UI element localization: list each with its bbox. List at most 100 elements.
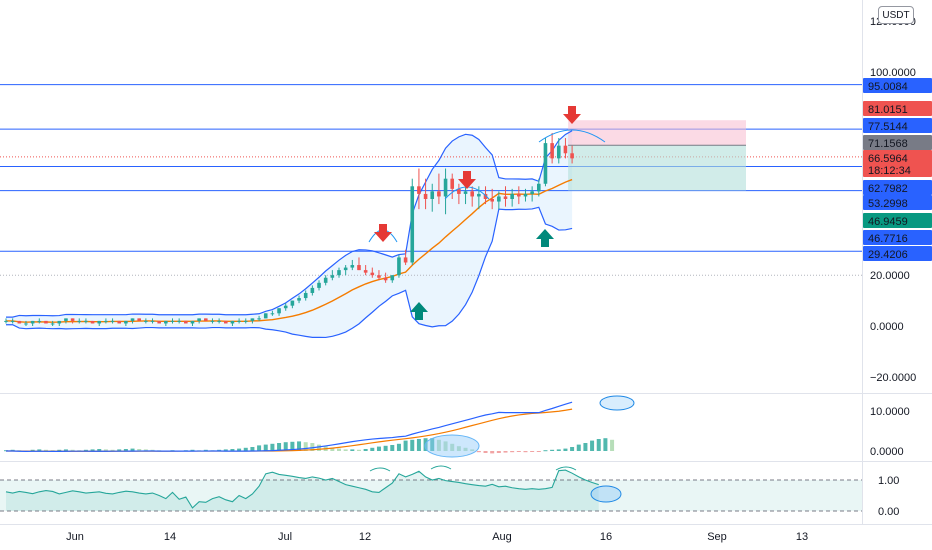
badge-bg [863, 195, 932, 210]
stop-loss-zone[interactable] [568, 120, 746, 146]
macd-histogram-bar [270, 443, 275, 451]
candle-body [323, 277, 328, 283]
candle-body [390, 275, 395, 281]
macd-histogram-bar [283, 442, 288, 451]
time-tick-label: Jul [278, 531, 292, 543]
candle-body [250, 318, 255, 321]
macd-histogram-bar [383, 445, 388, 451]
badge-label: 46.7716 [868, 233, 908, 245]
candle-body [330, 275, 335, 278]
candle-body [197, 318, 201, 321]
macd-histogram-bar [203, 449, 208, 451]
price-tick-label: −20.0000 [870, 372, 916, 384]
swing-high-arc [538, 129, 606, 143]
highlight-ellipse [590, 485, 622, 503]
price-level-badge[interactable]: 95.0084 [863, 78, 932, 93]
candle-body [117, 320, 122, 324]
candle-body [124, 320, 128, 324]
rsi-band [0, 480, 862, 511]
candle-body [450, 178, 455, 189]
candle-body [84, 320, 88, 322]
candle-body [550, 143, 554, 159]
macd-histogram-bar [137, 449, 142, 451]
rsi-tick-label: 0.00 [878, 506, 899, 518]
macd-histogram-bar [596, 439, 601, 451]
macd-histogram-bar [496, 451, 501, 453]
time-tick-label: Jun [66, 531, 84, 543]
price-level-badge[interactable]: 71.1568 [863, 135, 932, 150]
price-tick-label: 20.0000 [870, 270, 910, 282]
macd-histogram-bar [97, 449, 102, 451]
rsi-tick-label: 1.00 [878, 475, 899, 487]
macd-histogram-bar [570, 447, 575, 451]
candle-body [104, 320, 108, 322]
price-level-badge[interactable]: 53.2998 [863, 195, 932, 210]
candle-body [423, 193, 428, 199]
candle-body [277, 308, 281, 314]
macd-histogram-bar [103, 449, 108, 451]
macd-histogram-bar [143, 449, 148, 451]
badge-countdown: 18:12:34 [868, 165, 911, 177]
badge-label: 95.0084 [868, 81, 908, 93]
badge-bg [863, 180, 932, 195]
candle-body [64, 318, 68, 321]
macd-histogram-bar [277, 443, 282, 451]
price-level-badge[interactable]: 62.7982 [863, 180, 932, 195]
candle-body [210, 320, 215, 322]
candle-body [97, 320, 102, 324]
candle-body [223, 320, 228, 324]
macd-histogram-bar [117, 449, 122, 451]
currency-button[interactable]: USDT [878, 6, 914, 24]
macd-histogram-bar [463, 447, 468, 451]
price-level-badge[interactable]: 81.0151 [863, 101, 932, 116]
candle-body [343, 267, 348, 271]
macd-histogram-bar [590, 440, 595, 451]
price-level-badge[interactable]: 29.4206 [863, 246, 932, 261]
macd-histogram-bar [123, 449, 128, 451]
macd-histogram-bar [83, 449, 88, 451]
candle-body [370, 272, 375, 276]
candle-body [457, 188, 461, 194]
candle-body [297, 298, 301, 301]
candle-body [70, 318, 75, 321]
candle-body [397, 257, 401, 276]
candle-body [303, 292, 308, 299]
candle-body [170, 320, 175, 322]
macd-histogram-bar [516, 451, 521, 452]
time-tick-label: 12 [359, 531, 371, 543]
macd-histogram-bar [503, 451, 508, 453]
macd-histogram-bar [190, 449, 195, 451]
candle-body [263, 313, 268, 319]
time-tick-label: 16 [600, 531, 612, 543]
candle-body [543, 143, 548, 184]
arrow-up-icon [410, 302, 428, 320]
price-level-badge[interactable]: 77.5144 [863, 118, 932, 133]
candle-body [44, 320, 48, 324]
candle-body [530, 191, 534, 194]
price-level-badge[interactable]: 46.7716 [863, 230, 932, 245]
macd-histogram-bar [290, 441, 295, 451]
badge-bg [863, 118, 932, 133]
candle-body [217, 320, 221, 322]
candle-body [10, 320, 15, 322]
candle-body [310, 287, 315, 293]
take-profit-zone[interactable] [568, 145, 746, 191]
candle-body [30, 320, 35, 324]
macd-histogram-bar [543, 450, 548, 452]
macd-histogram-bar [310, 443, 315, 451]
candle-body [363, 270, 368, 273]
macd-histogram-bar [57, 449, 62, 451]
arrow-down-icon [563, 106, 581, 124]
macd-histogram-bar [243, 447, 248, 451]
arrow-down-icon [458, 171, 476, 189]
candle-body [157, 320, 161, 324]
macd-histogram-bar [110, 449, 115, 451]
bollinger-band-fill [6, 130, 573, 338]
badge-label: 46.9459 [868, 216, 908, 228]
candle-body [337, 270, 341, 276]
candle-body [517, 193, 521, 197]
macd-histogram-bar [37, 449, 42, 451]
price-level-badge[interactable]: 46.9459 [863, 213, 932, 228]
